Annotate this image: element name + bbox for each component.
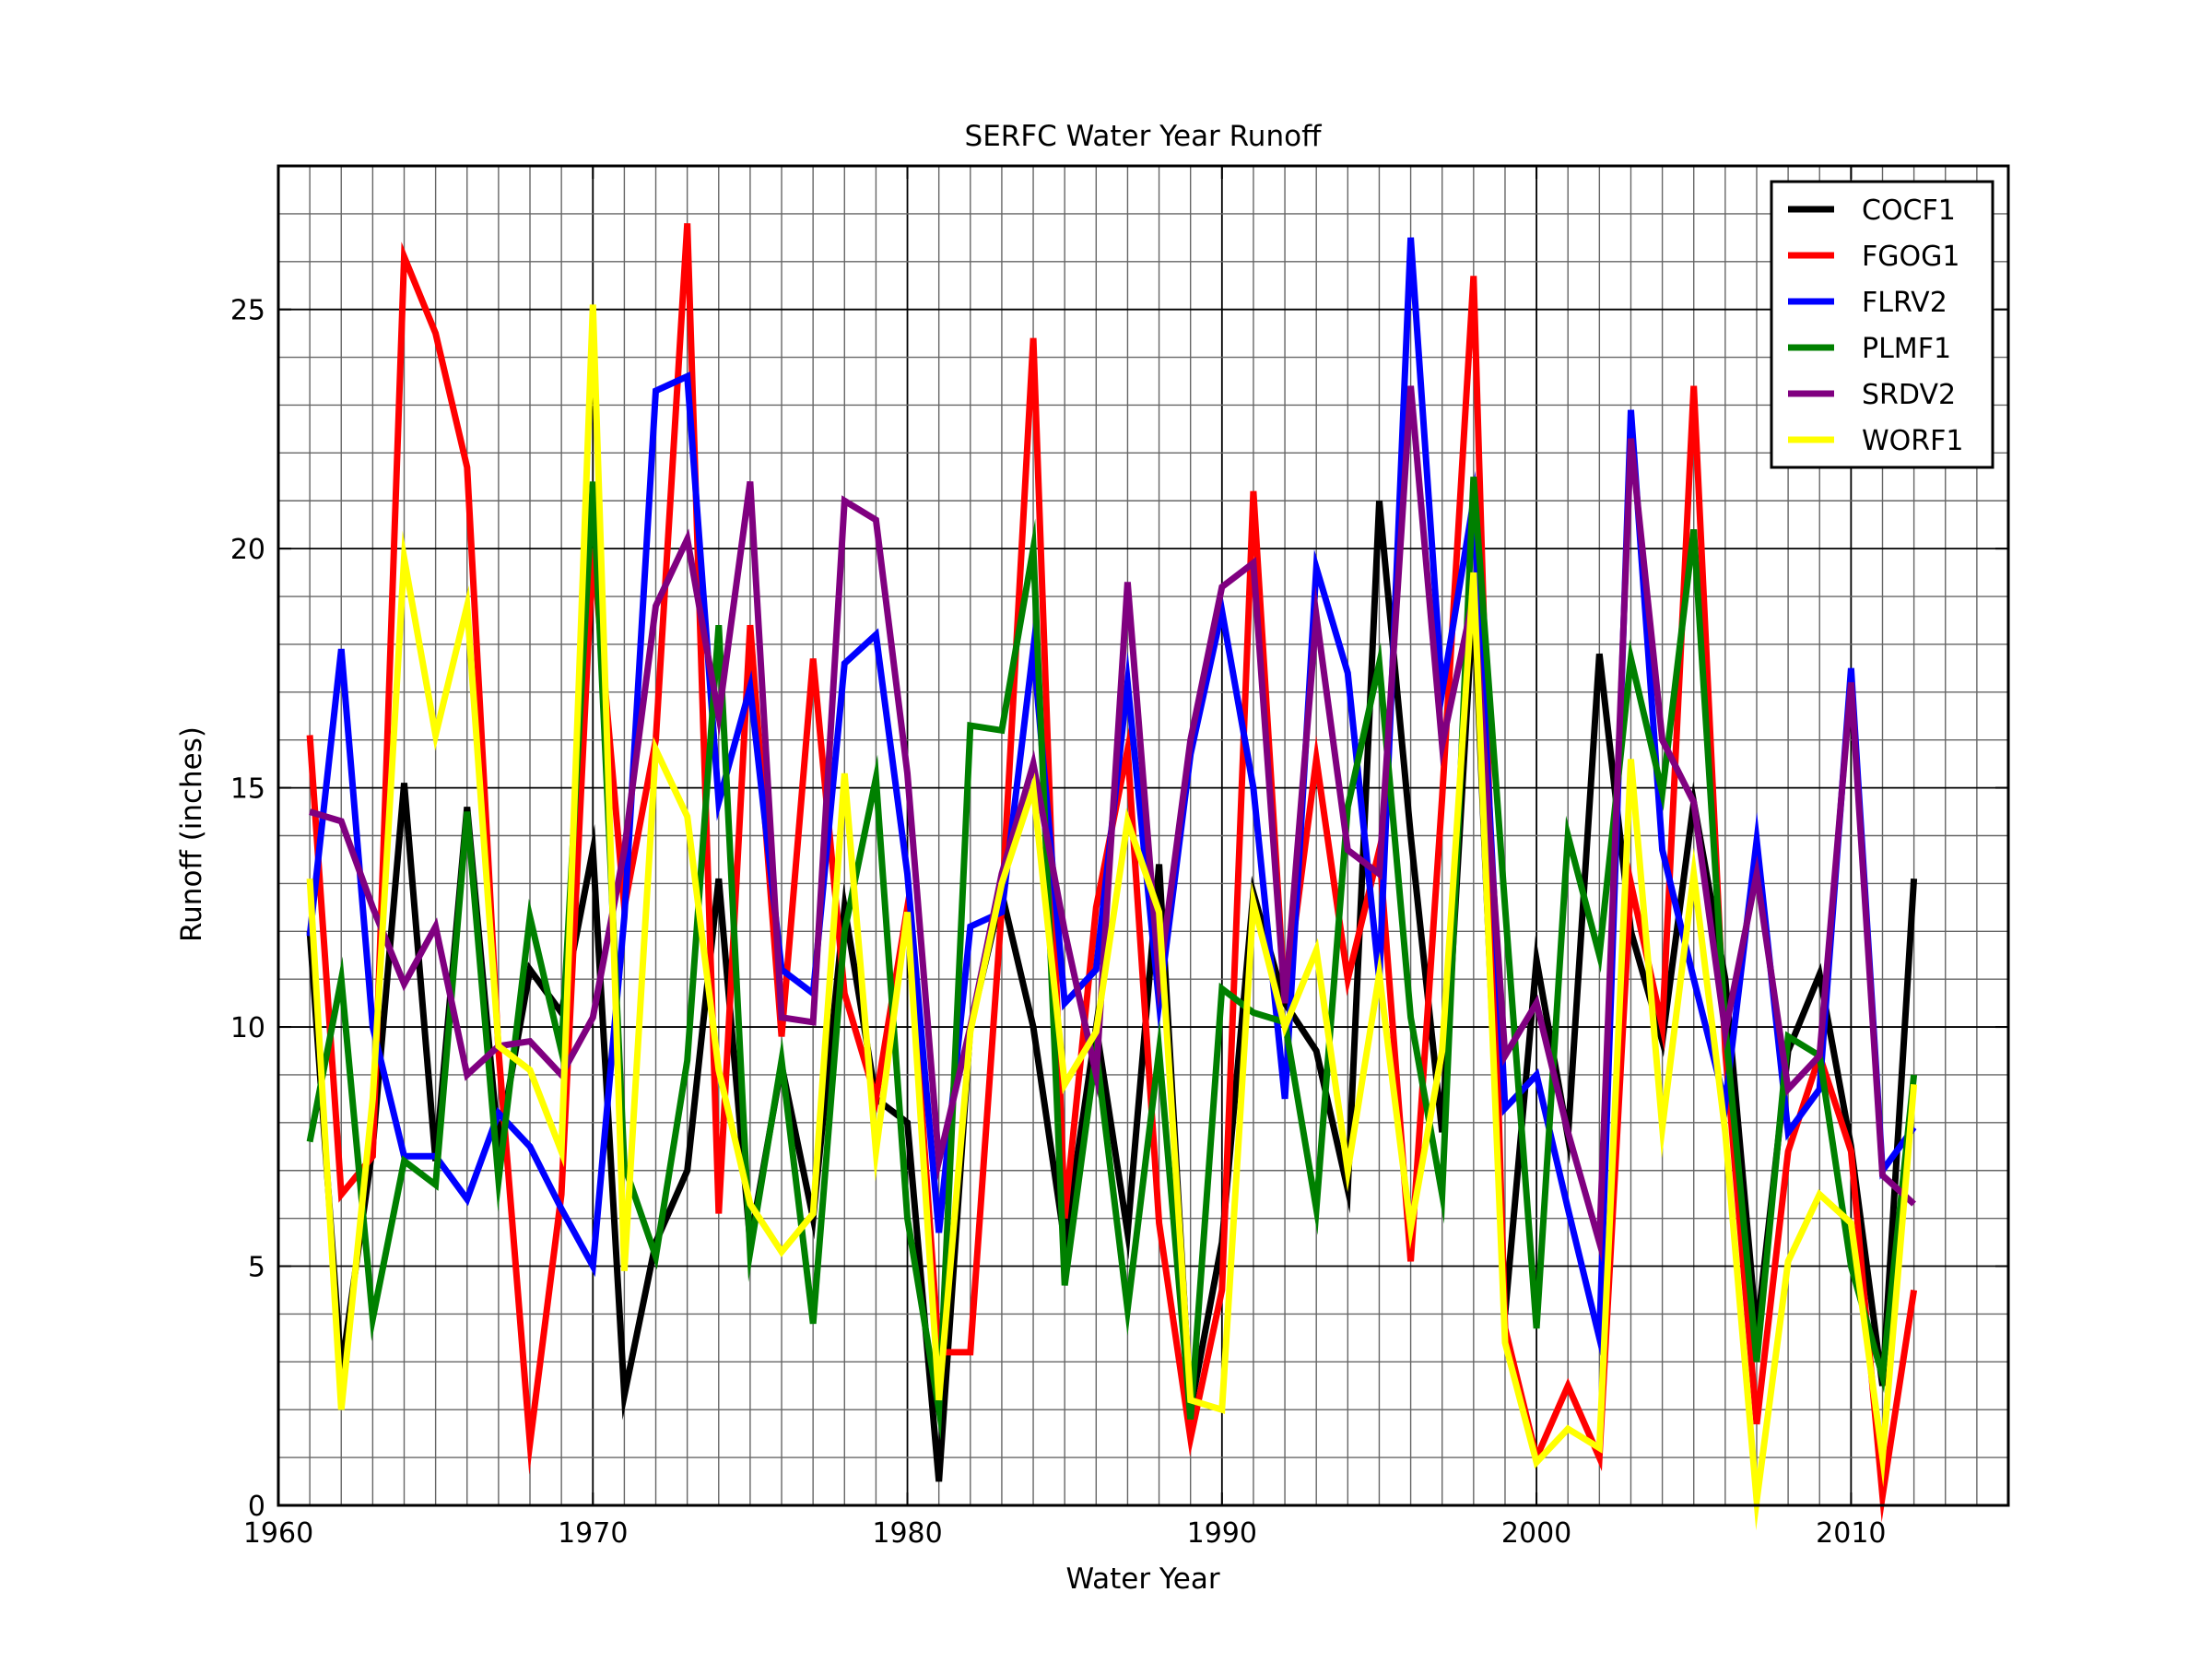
- legend-label-cocf1: COCF1: [1862, 195, 1956, 227]
- plot-frame: [276, 164, 2010, 1507]
- y-tick-label: 10: [230, 1012, 265, 1044]
- legend-box: [1770, 180, 1994, 469]
- x-tick-label: 1960: [243, 1517, 313, 1550]
- series-line-worf1: [306, 304, 1918, 1531]
- x-tick-label: 1970: [558, 1517, 628, 1550]
- legend-label-fgog1: FGOG1: [1862, 241, 1959, 273]
- y-axis-label: Runoff (inches): [175, 726, 208, 942]
- y-tick-label: 25: [230, 295, 265, 327]
- x-tick-label: 1990: [1187, 1517, 1257, 1550]
- legend-label-worf1: WORF1: [1862, 425, 1963, 457]
- chart-title: SERFC Water Year Runoff: [965, 120, 1323, 153]
- series-lines: [306, 223, 1918, 1531]
- x-tick-label: 2000: [1501, 1517, 1571, 1550]
- x-tick-label: 2010: [1816, 1517, 1886, 1550]
- y-tick-label: 20: [230, 534, 265, 566]
- legend-label-flrv2: FLRV2: [1862, 287, 1947, 319]
- y-tick-label: 5: [248, 1252, 265, 1284]
- legend-label-srdv2: SRDV2: [1862, 379, 1956, 411]
- axis-ticks: 1960 1970 1980 1990 2000 2010 0 5 10 15 20 25: [230, 166, 2008, 1550]
- x-tick-label: 1980: [872, 1517, 942, 1550]
- legend-label-plmf1: PLMF1: [1862, 333, 1951, 365]
- series-line-srdv2: [309, 385, 1916, 1263]
- y-tick-label: 0: [248, 1491, 265, 1523]
- legend: COCF1 FGOG1 FLRV2 PLMF1 SRDV2 WORF1: [1770, 180, 1994, 469]
- y-tick-label: 15: [230, 773, 265, 806]
- x-axis-label: Water Year: [1065, 1563, 1219, 1596]
